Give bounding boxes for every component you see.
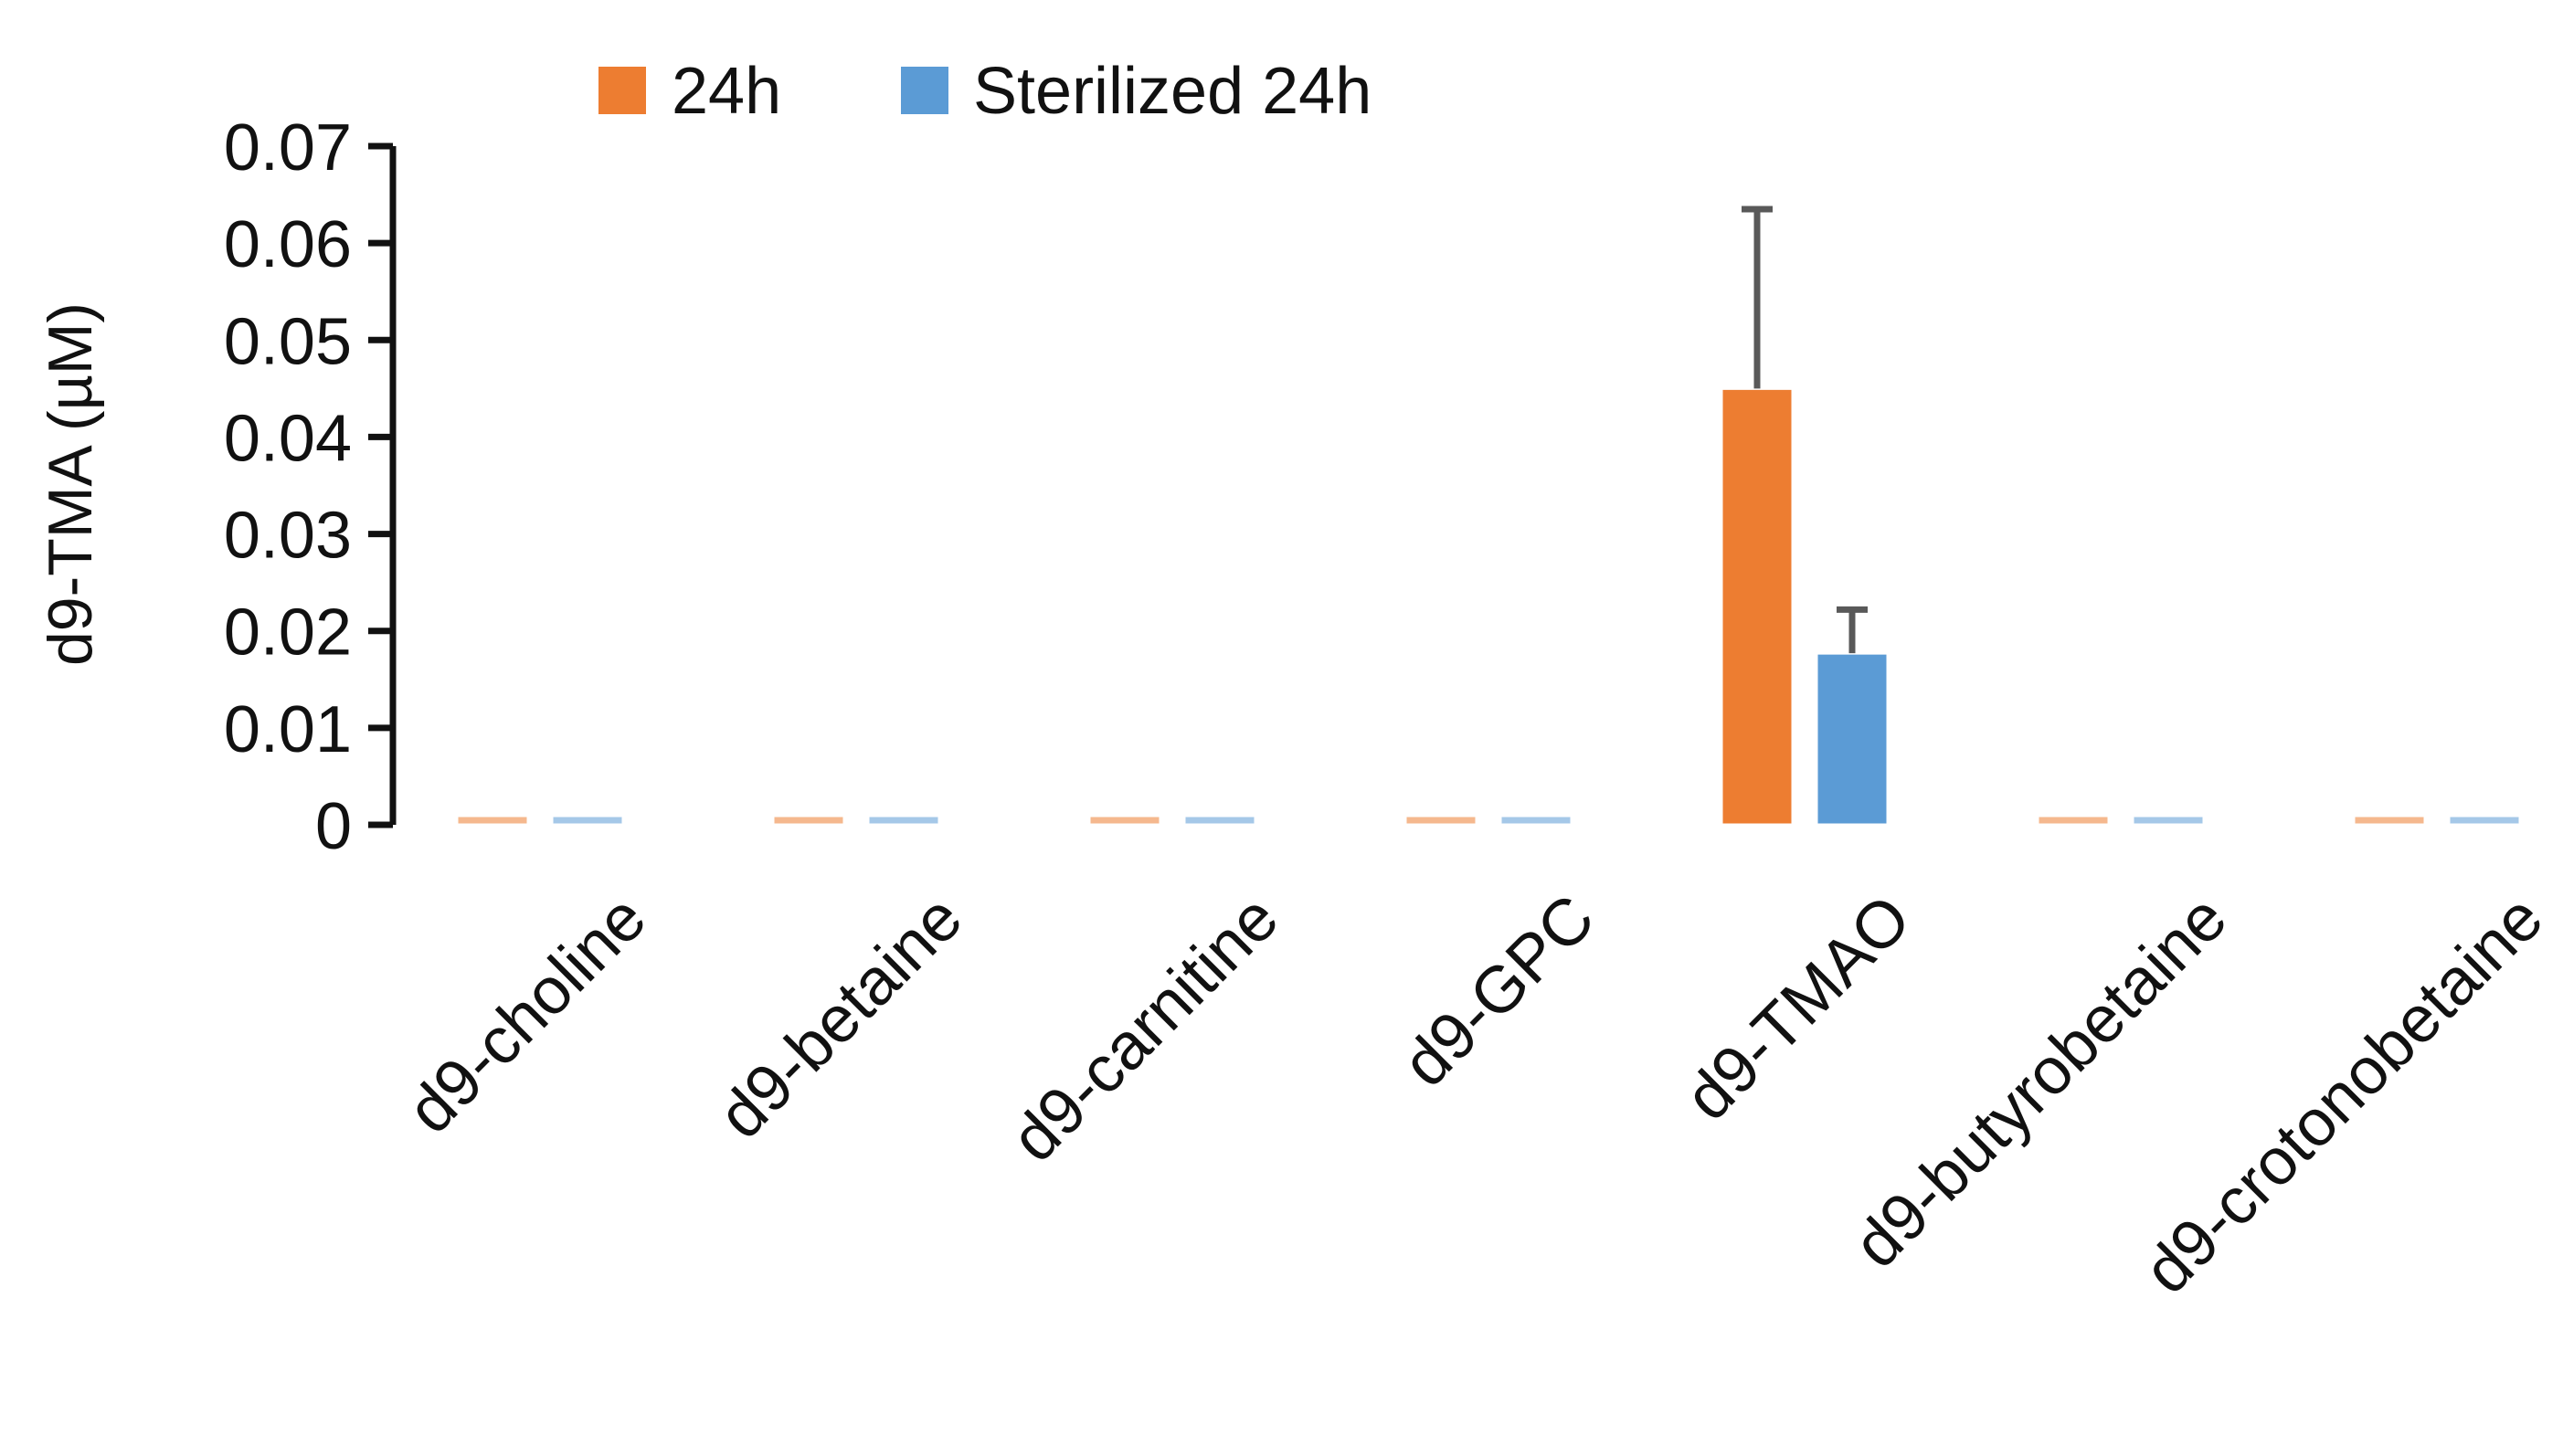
bar-sterilized-24h-d9-choline: [550, 814, 625, 827]
y-tick-label: 0.01: [224, 693, 352, 766]
y-axis-ticks: 0 0.01 0.02 0.03 0.04 0.05 0.06 0.07: [224, 111, 393, 863]
legend: 24h Sterilized 24h: [598, 55, 1372, 128]
bar-24h-d9-GPC: [1403, 814, 1478, 827]
bar-24h-d9-TMAO: [1720, 386, 1795, 827]
x-tick-label: d9-choline: [394, 881, 660, 1147]
x-tick-label: d9-carnitine: [998, 881, 1293, 1176]
x-axis-labels: d9-choline d9-betaine d9-carnitine d9-GPC d9…: [394, 881, 2557, 1308]
bar-24h-d9-choline: [455, 814, 530, 827]
y-tick-label: 0.04: [224, 402, 352, 475]
x-tick-label: d9-betaine: [704, 881, 976, 1153]
y-tick-label: 0.06: [224, 208, 352, 281]
bar-sterilized-24h-d9-GPC: [1499, 814, 1573, 827]
bar-24h-d9-butyrobetaine: [2036, 814, 2111, 827]
bar-sterilized-24h-d9-crotonobetaine: [2447, 814, 2522, 827]
bar-sterilized-24h-d9-butyrobetaine: [2131, 814, 2206, 827]
x-tick-label: d9-GPC: [1389, 881, 1608, 1101]
legend-label-24h: 24h: [672, 55, 781, 128]
bar-24h-d9-betaine: [771, 814, 846, 827]
y-tick-label: 0.05: [224, 305, 352, 378]
y-tick-label: 0.07: [224, 111, 352, 185]
bars: [455, 206, 2522, 827]
y-tick-label: 0.02: [224, 596, 352, 670]
bar-sterilized-24h-d9-betaine: [866, 814, 941, 827]
bar-sterilized-24h-d9-TMAO: [1815, 651, 1890, 827]
y-axis-title: d9-TMA (µM): [36, 302, 105, 666]
y-tick-label: 0: [315, 790, 352, 863]
legend-swatch-sterilized-24h: [901, 67, 948, 114]
legend-swatch-24h: [598, 67, 646, 114]
bar-24h-d9-carnitine: [1087, 814, 1162, 827]
bar-sterilized-24h-d9-carnitine: [1182, 814, 1257, 827]
legend-label-sterilized-24h: Sterilized 24h: [973, 55, 1372, 128]
y-tick-label: 0.03: [224, 500, 352, 573]
bar-24h-d9-crotonobetaine: [2352, 814, 2427, 827]
x-tick-label: d9-TMAO: [1671, 881, 1924, 1134]
